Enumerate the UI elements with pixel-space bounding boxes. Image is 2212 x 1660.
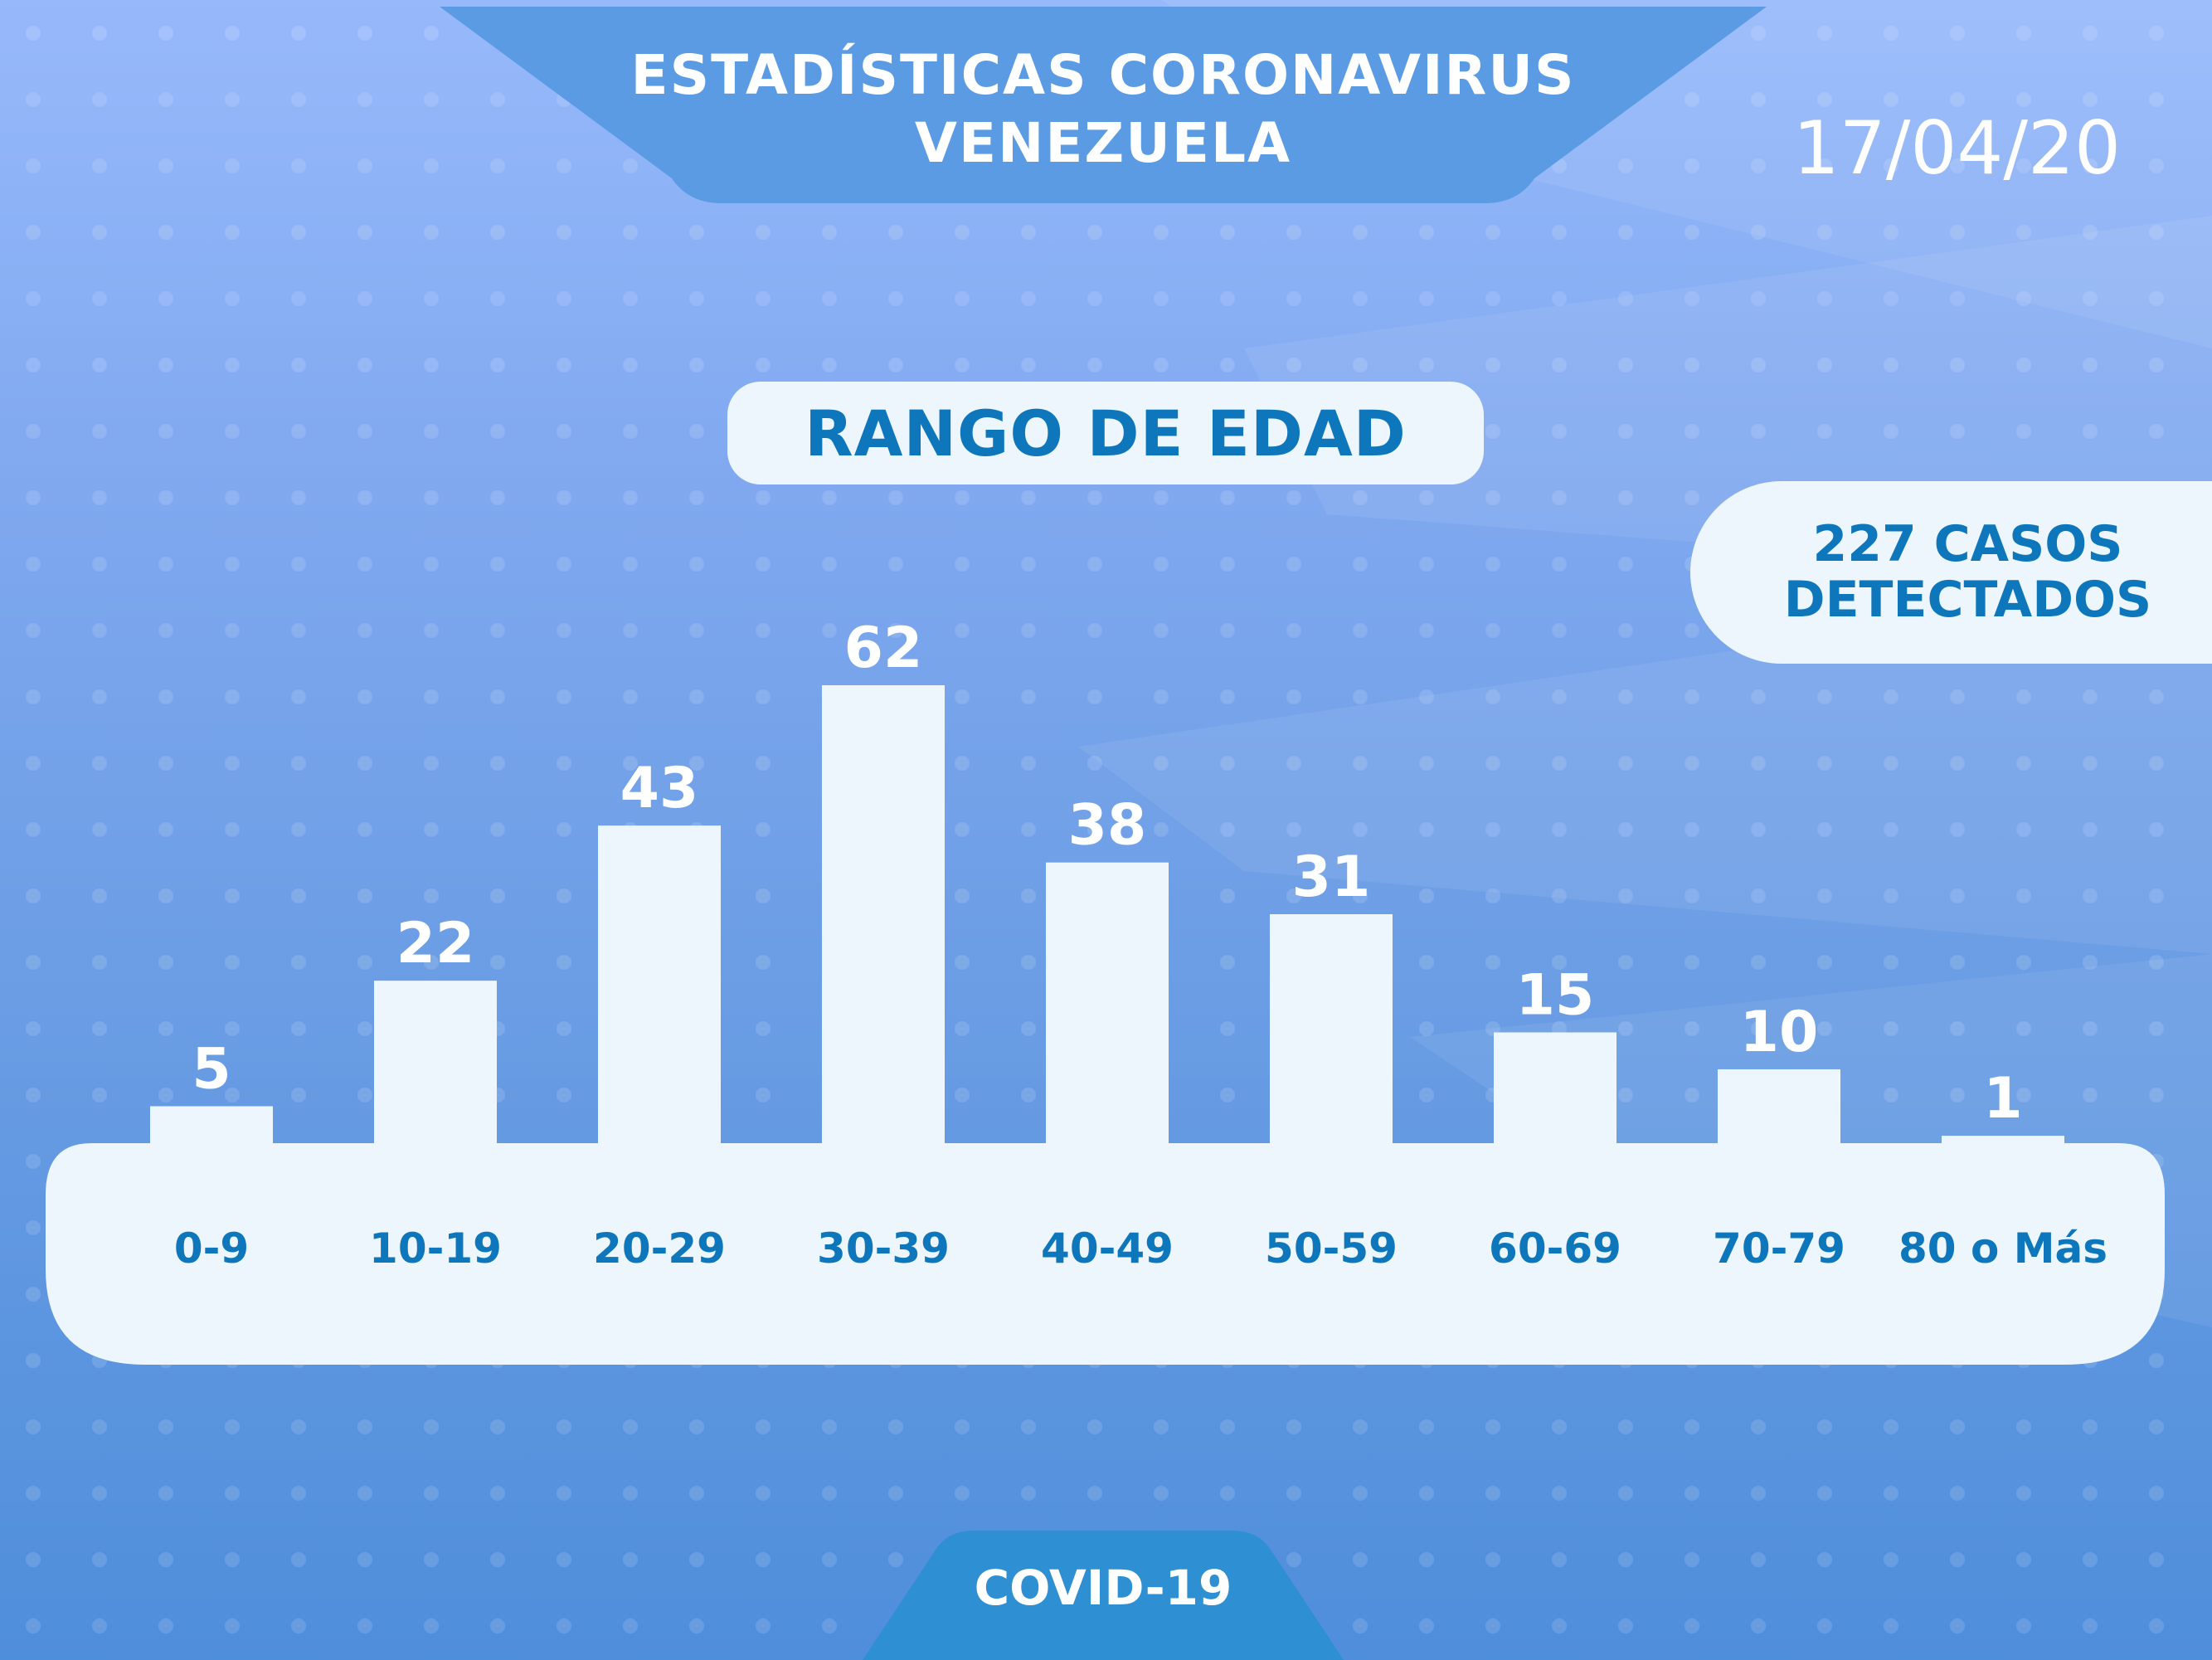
- bar-20-29: [598, 825, 721, 1145]
- bar-50-59: [1270, 914, 1393, 1145]
- chart-title-badge: RANGO DE EDAD: [727, 382, 1484, 484]
- category-label: 80 o Más: [1898, 1224, 2107, 1273]
- total-cases-badge: 227 CASOS DETECTADOS: [1690, 481, 2212, 664]
- footer-ribbon: [863, 1531, 1344, 1660]
- chart-title: RANGO DE EDAD: [805, 396, 1407, 470]
- value-label: 22: [396, 911, 475, 976]
- bar-10-19: [374, 981, 497, 1145]
- title-line-2: VENEZUELA: [914, 111, 1292, 175]
- value-label: 31: [1292, 845, 1371, 910]
- bar-70-79: [1718, 1069, 1840, 1145]
- value-label: 43: [620, 756, 699, 821]
- category-label: 50-59: [1265, 1224, 1398, 1273]
- value-label: 1: [1983, 1066, 2022, 1132]
- category-label: 60-69: [1489, 1224, 1621, 1273]
- date-label: 17/04/20: [1792, 105, 2121, 191]
- category-label: 70-79: [1713, 1224, 1845, 1273]
- bar-60-69: [1494, 1032, 1616, 1145]
- value-label: 62: [844, 616, 923, 681]
- category-label: 10-19: [369, 1224, 502, 1273]
- category-label: 0-9: [174, 1224, 249, 1273]
- category-label: 30-39: [817, 1224, 950, 1273]
- category-label: 40-49: [1041, 1224, 1174, 1273]
- total-cases-line2: DETECTADOS: [1783, 571, 2152, 629]
- bar-30-39: [822, 685, 945, 1145]
- category-label: 20-29: [593, 1224, 726, 1273]
- bar-0-9: [150, 1106, 273, 1145]
- footer-label: COVID-19: [974, 1560, 1232, 1616]
- axis-band: [46, 1143, 2165, 1365]
- title-line-1: ESTADÍSTICAS CORONAVIRUS: [630, 43, 1576, 107]
- value-label: 15: [1516, 962, 1595, 1028]
- title-ribbon: [440, 7, 1767, 203]
- value-label: 10: [1740, 1000, 1819, 1065]
- total-cases-line1: 227 CASOS: [1812, 514, 2123, 573]
- bar-80 o Más: [1942, 1136, 2064, 1145]
- bar-40-49: [1046, 862, 1169, 1145]
- value-label: 38: [1068, 793, 1147, 859]
- value-label: 5: [192, 1036, 231, 1102]
